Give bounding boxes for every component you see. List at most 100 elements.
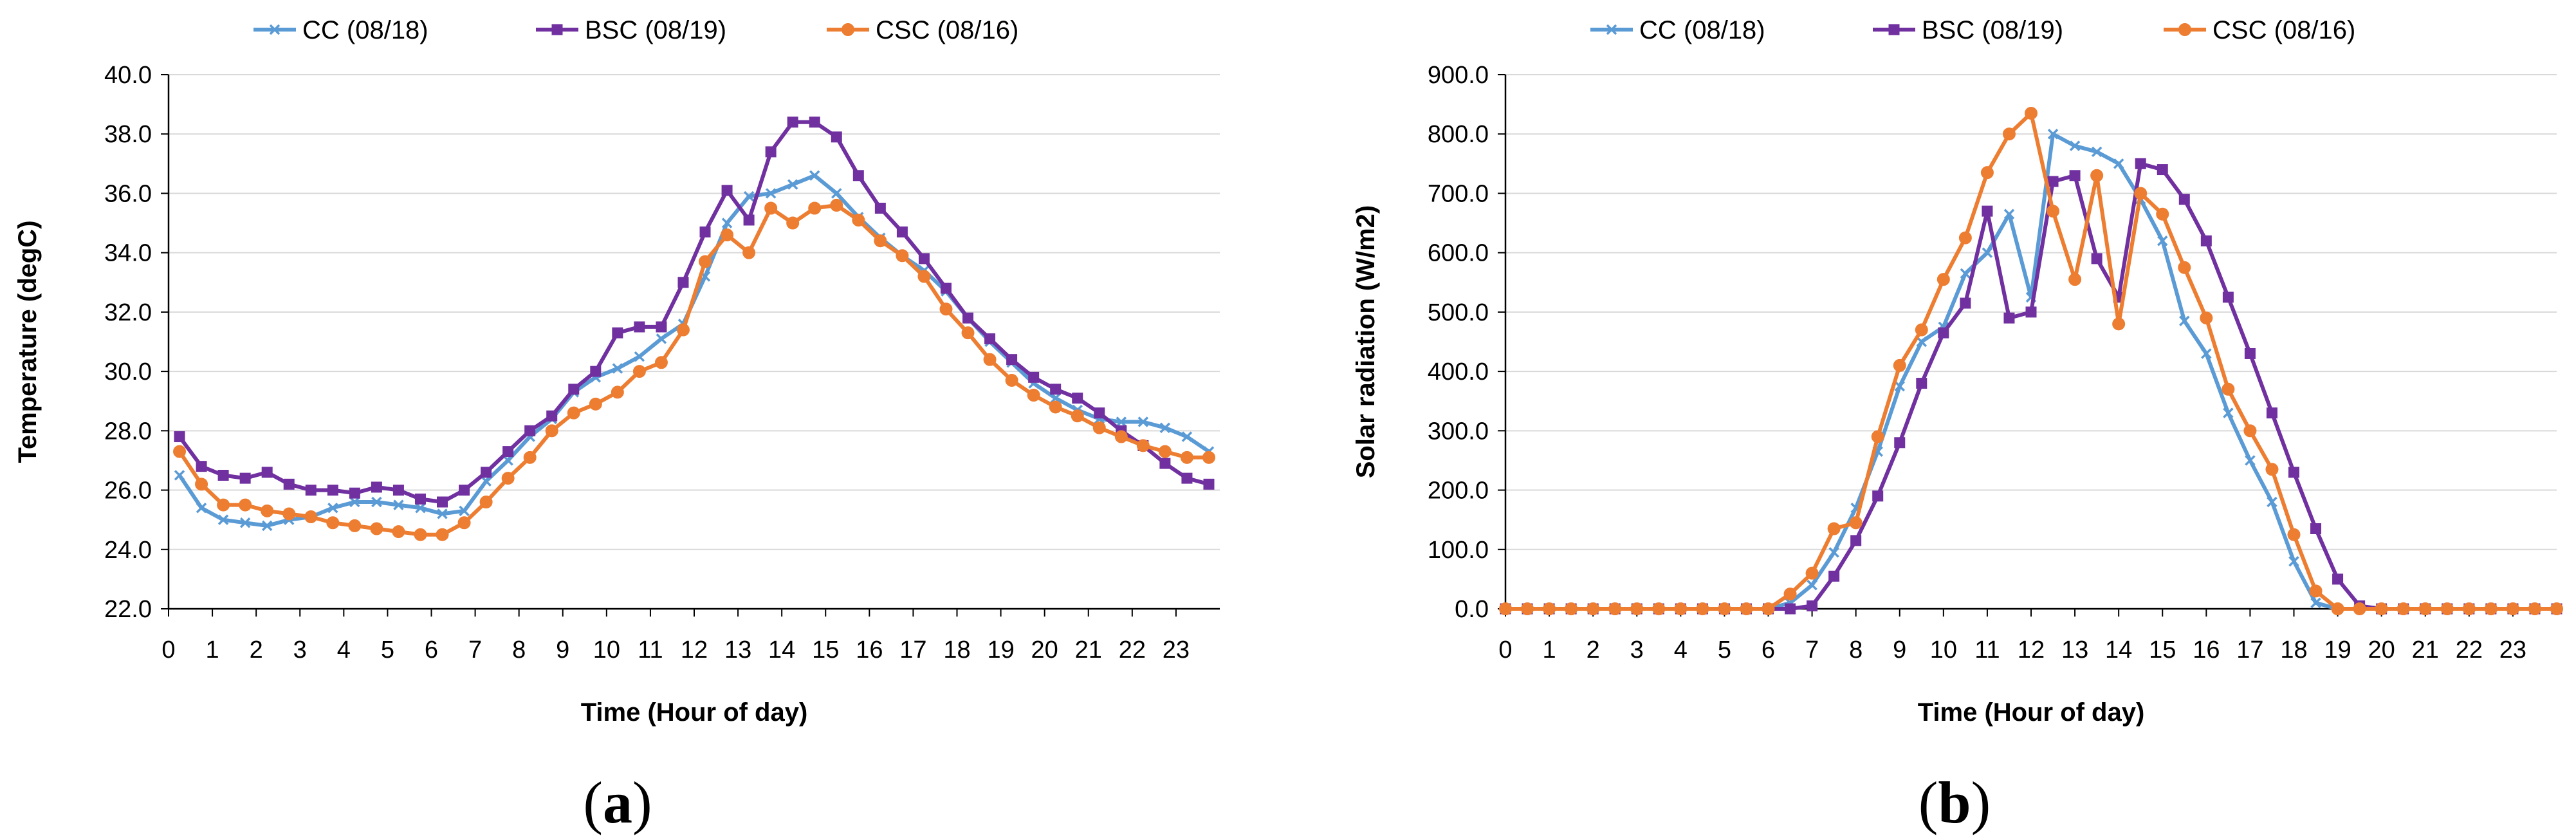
data-point xyxy=(654,356,668,369)
data-point xyxy=(1630,602,1644,615)
y-tick-label: 40.0 xyxy=(104,62,152,89)
data-point xyxy=(2156,207,2169,221)
data-point xyxy=(612,363,623,374)
data-point xyxy=(326,516,340,530)
data-point xyxy=(677,277,689,288)
data-point xyxy=(437,508,448,519)
x-tick-label: 0 xyxy=(161,636,175,664)
data-point xyxy=(371,481,382,493)
x-tick-label: 2 xyxy=(1587,636,1600,664)
y-axis-title: Solar radiation (W/m2) xyxy=(1352,205,1380,479)
x-tick-label: 14 xyxy=(768,636,795,664)
data-point xyxy=(370,522,383,535)
data-point xyxy=(1982,247,1993,258)
data-point xyxy=(2244,348,2256,359)
data-point xyxy=(1982,205,1993,217)
data-point xyxy=(676,323,690,337)
data-point xyxy=(2201,348,2212,359)
data-point xyxy=(1960,268,1971,279)
data-point xyxy=(962,312,974,324)
legend-marker xyxy=(2178,23,2191,36)
legend-label: CC (08/18) xyxy=(1639,16,1765,44)
data-point xyxy=(393,499,404,510)
x-tick-label: 19 xyxy=(2324,636,2351,664)
data-point xyxy=(634,351,645,362)
x-tick-label: 22 xyxy=(2456,636,2483,664)
x-tick-label: 17 xyxy=(899,636,926,664)
y-tick-label: 32.0 xyxy=(104,299,152,326)
data-point xyxy=(239,472,251,484)
data-point xyxy=(1587,602,1600,615)
data-point xyxy=(1652,602,1666,615)
data-point xyxy=(1116,416,1127,427)
data-point xyxy=(1565,602,1578,615)
data-point xyxy=(2331,602,2344,615)
data-point xyxy=(961,326,975,340)
legend: CC (08/18) BSC (08/19) CSC (08/16) xyxy=(253,16,1018,44)
data-point xyxy=(1159,458,1171,469)
data-point xyxy=(2003,312,2015,324)
legend-item-csc: CSC (08/16) xyxy=(2164,16,2355,44)
x-axis-title: Time (Hour of day) xyxy=(581,698,808,727)
data-point xyxy=(261,467,273,478)
x-tick-label: 17 xyxy=(2236,636,2263,664)
legend-label: BSC (08/19) xyxy=(585,16,726,44)
y-tick-label: 100.0 xyxy=(1428,537,1489,564)
data-point xyxy=(917,270,931,283)
data-point xyxy=(1050,384,1062,395)
data-point xyxy=(2462,602,2476,615)
data-point xyxy=(2287,528,2301,541)
data-point xyxy=(1916,336,1927,348)
data-point xyxy=(1871,430,1884,443)
data-point xyxy=(2113,158,2124,169)
data-point xyxy=(699,226,711,237)
y-tick-label: 500.0 xyxy=(1428,299,1489,326)
data-point xyxy=(261,520,273,532)
y-tick-label: 600.0 xyxy=(1428,240,1489,267)
legend-marker xyxy=(1888,24,1900,35)
data-point xyxy=(1608,602,1622,615)
data-point xyxy=(896,249,909,263)
data-point xyxy=(874,203,886,214)
data-point xyxy=(589,397,602,411)
data-point xyxy=(239,517,251,528)
data-point xyxy=(1894,437,1906,449)
series-bsc xyxy=(1500,158,2562,615)
data-point xyxy=(1828,547,1839,558)
data-point xyxy=(983,353,997,366)
data-point xyxy=(1783,587,1797,600)
data-point xyxy=(786,216,800,230)
data-point xyxy=(195,478,208,491)
x-tick-label: 15 xyxy=(2149,636,2176,664)
data-point xyxy=(1827,522,1841,535)
data-point xyxy=(1049,400,1062,414)
legend-marker xyxy=(269,24,281,35)
data-point xyxy=(304,510,318,524)
legend-label: CSC (08/16) xyxy=(2213,16,2355,44)
data-point xyxy=(2418,602,2432,615)
data-point xyxy=(765,188,777,199)
data-point xyxy=(1674,602,1688,615)
legend-marker xyxy=(842,23,854,36)
data-point xyxy=(984,333,996,344)
data-point xyxy=(524,425,536,436)
data-point xyxy=(1762,602,1775,615)
data-point xyxy=(2112,317,2126,331)
legend-item-cc: CC (08/18) xyxy=(253,16,428,44)
data-point xyxy=(590,366,602,377)
data-point xyxy=(502,455,513,466)
series-csc xyxy=(1499,106,2563,615)
data-point xyxy=(1050,393,1061,404)
y-axis-title: Temperature (degC) xyxy=(14,220,42,463)
data-point xyxy=(634,321,645,333)
data-point xyxy=(1071,409,1084,423)
data-point xyxy=(1543,602,1556,615)
data-point xyxy=(283,478,295,490)
series-cc xyxy=(174,170,1215,532)
data-point xyxy=(414,493,426,505)
data-point xyxy=(1850,535,1862,546)
data-point xyxy=(612,327,623,339)
data-point xyxy=(196,502,207,514)
data-point xyxy=(656,333,667,344)
